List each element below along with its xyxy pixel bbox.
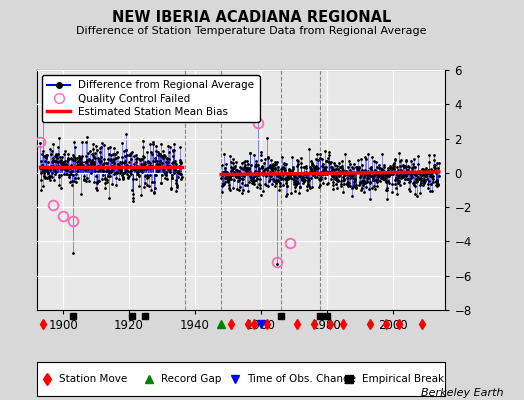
FancyBboxPatch shape — [37, 362, 445, 396]
Text: Berkeley Earth: Berkeley Earth — [421, 388, 503, 398]
Text: Difference of Station Temperature Data from Regional Average: Difference of Station Temperature Data f… — [77, 26, 427, 36]
Text: NEW IBERIA ACADIANA REGIONAL: NEW IBERIA ACADIANA REGIONAL — [112, 10, 391, 25]
Text: Station Move: Station Move — [59, 374, 127, 384]
Text: Time of Obs. Change: Time of Obs. Change — [247, 374, 356, 384]
Text: Empirical Break: Empirical Break — [362, 374, 444, 384]
Legend: Difference from Regional Average, Quality Control Failed, Estimated Station Mean: Difference from Regional Average, Qualit… — [42, 75, 259, 122]
Text: Record Gap: Record Gap — [161, 374, 222, 384]
